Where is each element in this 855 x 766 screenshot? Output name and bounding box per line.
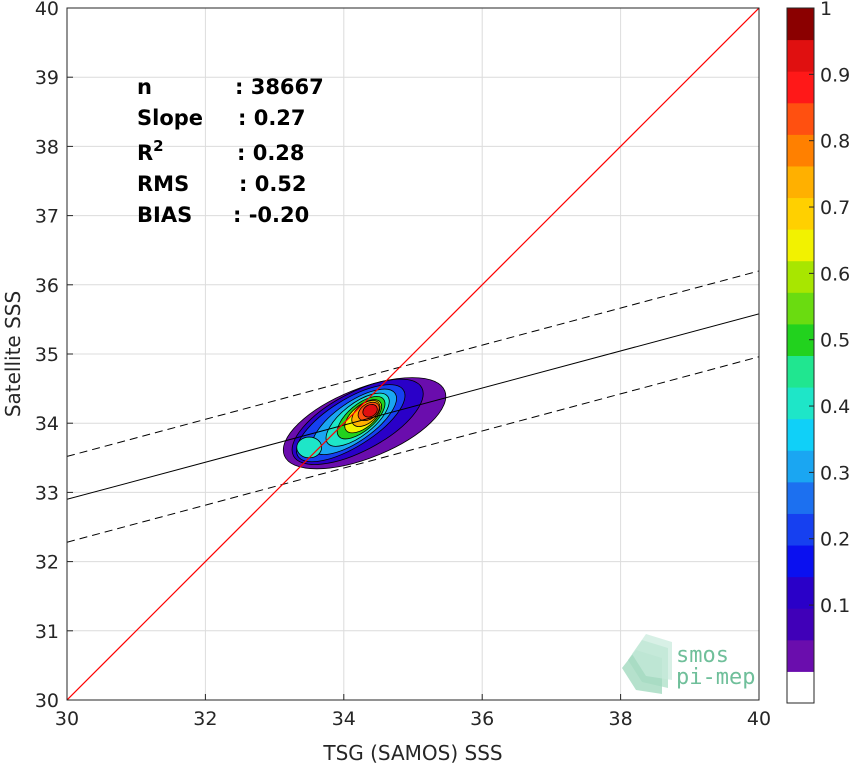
y-tick-label-7: 37 — [35, 206, 59, 228]
colorbar-swatch-13 — [787, 260, 814, 293]
logo-text-line1: smos — [676, 643, 729, 668]
colorbar-swatch-21 — [787, 8, 814, 41]
y-tick-label-9: 39 — [35, 67, 59, 89]
x-tick-label-4: 38 — [609, 708, 633, 730]
colorbar-tick-label-1: 0.2 — [820, 529, 850, 551]
stat-label-3: RMS — [137, 172, 189, 196]
colorbar-swatch-5 — [787, 513, 814, 546]
y-tick-label-0: 30 — [35, 690, 59, 712]
colorbar-tick-label-5: 0.6 — [820, 263, 850, 285]
dashed-upper-line — [67, 270, 759, 457]
y-axis-label: Satellite SSS — [1, 291, 25, 417]
y-tick-label-4: 34 — [35, 413, 59, 435]
smos-pi-mep-logo: smos pi-mep — [622, 634, 755, 694]
colorbar-swatch-0 — [787, 671, 814, 704]
stat-label-1: Slope — [137, 106, 203, 130]
logo-text-line2: pi-mep — [676, 665, 755, 690]
colorbar-swatch-19 — [787, 71, 814, 104]
colorbar-tick-label-9: 1 — [820, 0, 832, 20]
colorbar-tick-label-4: 0.5 — [820, 330, 850, 352]
stat-value-4: : -0.20 — [233, 203, 309, 227]
colorbar-swatch-10 — [787, 355, 814, 388]
x-tick-label-3: 36 — [470, 708, 494, 730]
colorbar-swatch-18 — [787, 102, 814, 135]
regression-line — [67, 313, 759, 500]
colorbar-swatch-4 — [787, 545, 814, 578]
y-tick-label-1: 31 — [35, 621, 59, 643]
x-tick-label-0: 30 — [55, 708, 79, 730]
colorbar-swatch-9 — [787, 387, 814, 420]
stat-label-superscript: 2 — [153, 137, 163, 155]
y-tick-label-5: 35 — [35, 344, 59, 366]
y-tick-label-3: 33 — [35, 482, 59, 504]
colorbar-swatch-15 — [787, 197, 814, 230]
stat-label-0: n — [137, 75, 152, 99]
stat-label-4: BIAS — [137, 203, 192, 227]
stat-value-2: : 0.28 — [237, 141, 305, 165]
dashed-lower-line — [67, 356, 759, 543]
colorbar-tick-label-3: 0.4 — [820, 396, 850, 418]
colorbar-tick-label-6: 0.7 — [820, 197, 850, 219]
colorbar-swatch-6 — [787, 481, 814, 514]
colorbar-swatch-2 — [787, 608, 814, 641]
colorbar: 0.1 0.2 0.3 0.4 0.5 0.6 0.7 0.8 0.9 1 — [786, 0, 850, 704]
colorbar-frame — [786, 7, 815, 704]
colorbar-swatch-3 — [787, 576, 814, 609]
colorbar-swatch-17 — [787, 134, 814, 167]
y-tick-label-2: 32 — [35, 552, 59, 574]
colorbar-swatch-14 — [787, 229, 814, 262]
x-tick-label-2: 34 — [332, 708, 356, 730]
x-ticks: 30 32 34 36 38 40 — [55, 694, 771, 730]
density-contour-9 — [362, 403, 378, 418]
colorbar-swatch-12 — [787, 292, 814, 325]
colorbar-tick-label-0: 0.1 — [820, 595, 850, 617]
stat-value-1: : 0.27 — [238, 106, 306, 130]
colorbar-tick-label-2: 0.3 — [820, 462, 850, 484]
colorbar-swatch-1 — [787, 639, 814, 672]
density-lobe — [296, 436, 323, 459]
y-tick-label-8: 38 — [35, 136, 59, 158]
x-tick-label-1: 32 — [193, 708, 217, 730]
colorbar-swatch-8 — [787, 418, 814, 451]
identity-line — [67, 8, 759, 700]
colorbar-swatch-16 — [787, 165, 814, 199]
colorbar-swatch-7 — [787, 450, 814, 483]
colorbar-tick-label-8: 0.9 — [820, 64, 850, 86]
stat-value-0: : 38667 — [235, 75, 324, 99]
stat-value-3: : 0.52 — [239, 172, 307, 196]
logo-waves-icon — [622, 634, 672, 694]
x-axis-label: TSG (SAMOS) SSS — [322, 741, 502, 765]
y-ticks: 30 31 32 33 34 35 36 37 38 39 40 — [35, 0, 73, 712]
colorbar-tick-label-7: 0.8 — [820, 131, 850, 153]
y-tick-label-10: 40 — [35, 0, 59, 20]
y-tick-label-6: 36 — [35, 275, 59, 297]
reference-lines — [67, 8, 759, 700]
x-tick-label-5: 40 — [747, 708, 771, 730]
colorbar-swatch-20 — [787, 39, 814, 72]
